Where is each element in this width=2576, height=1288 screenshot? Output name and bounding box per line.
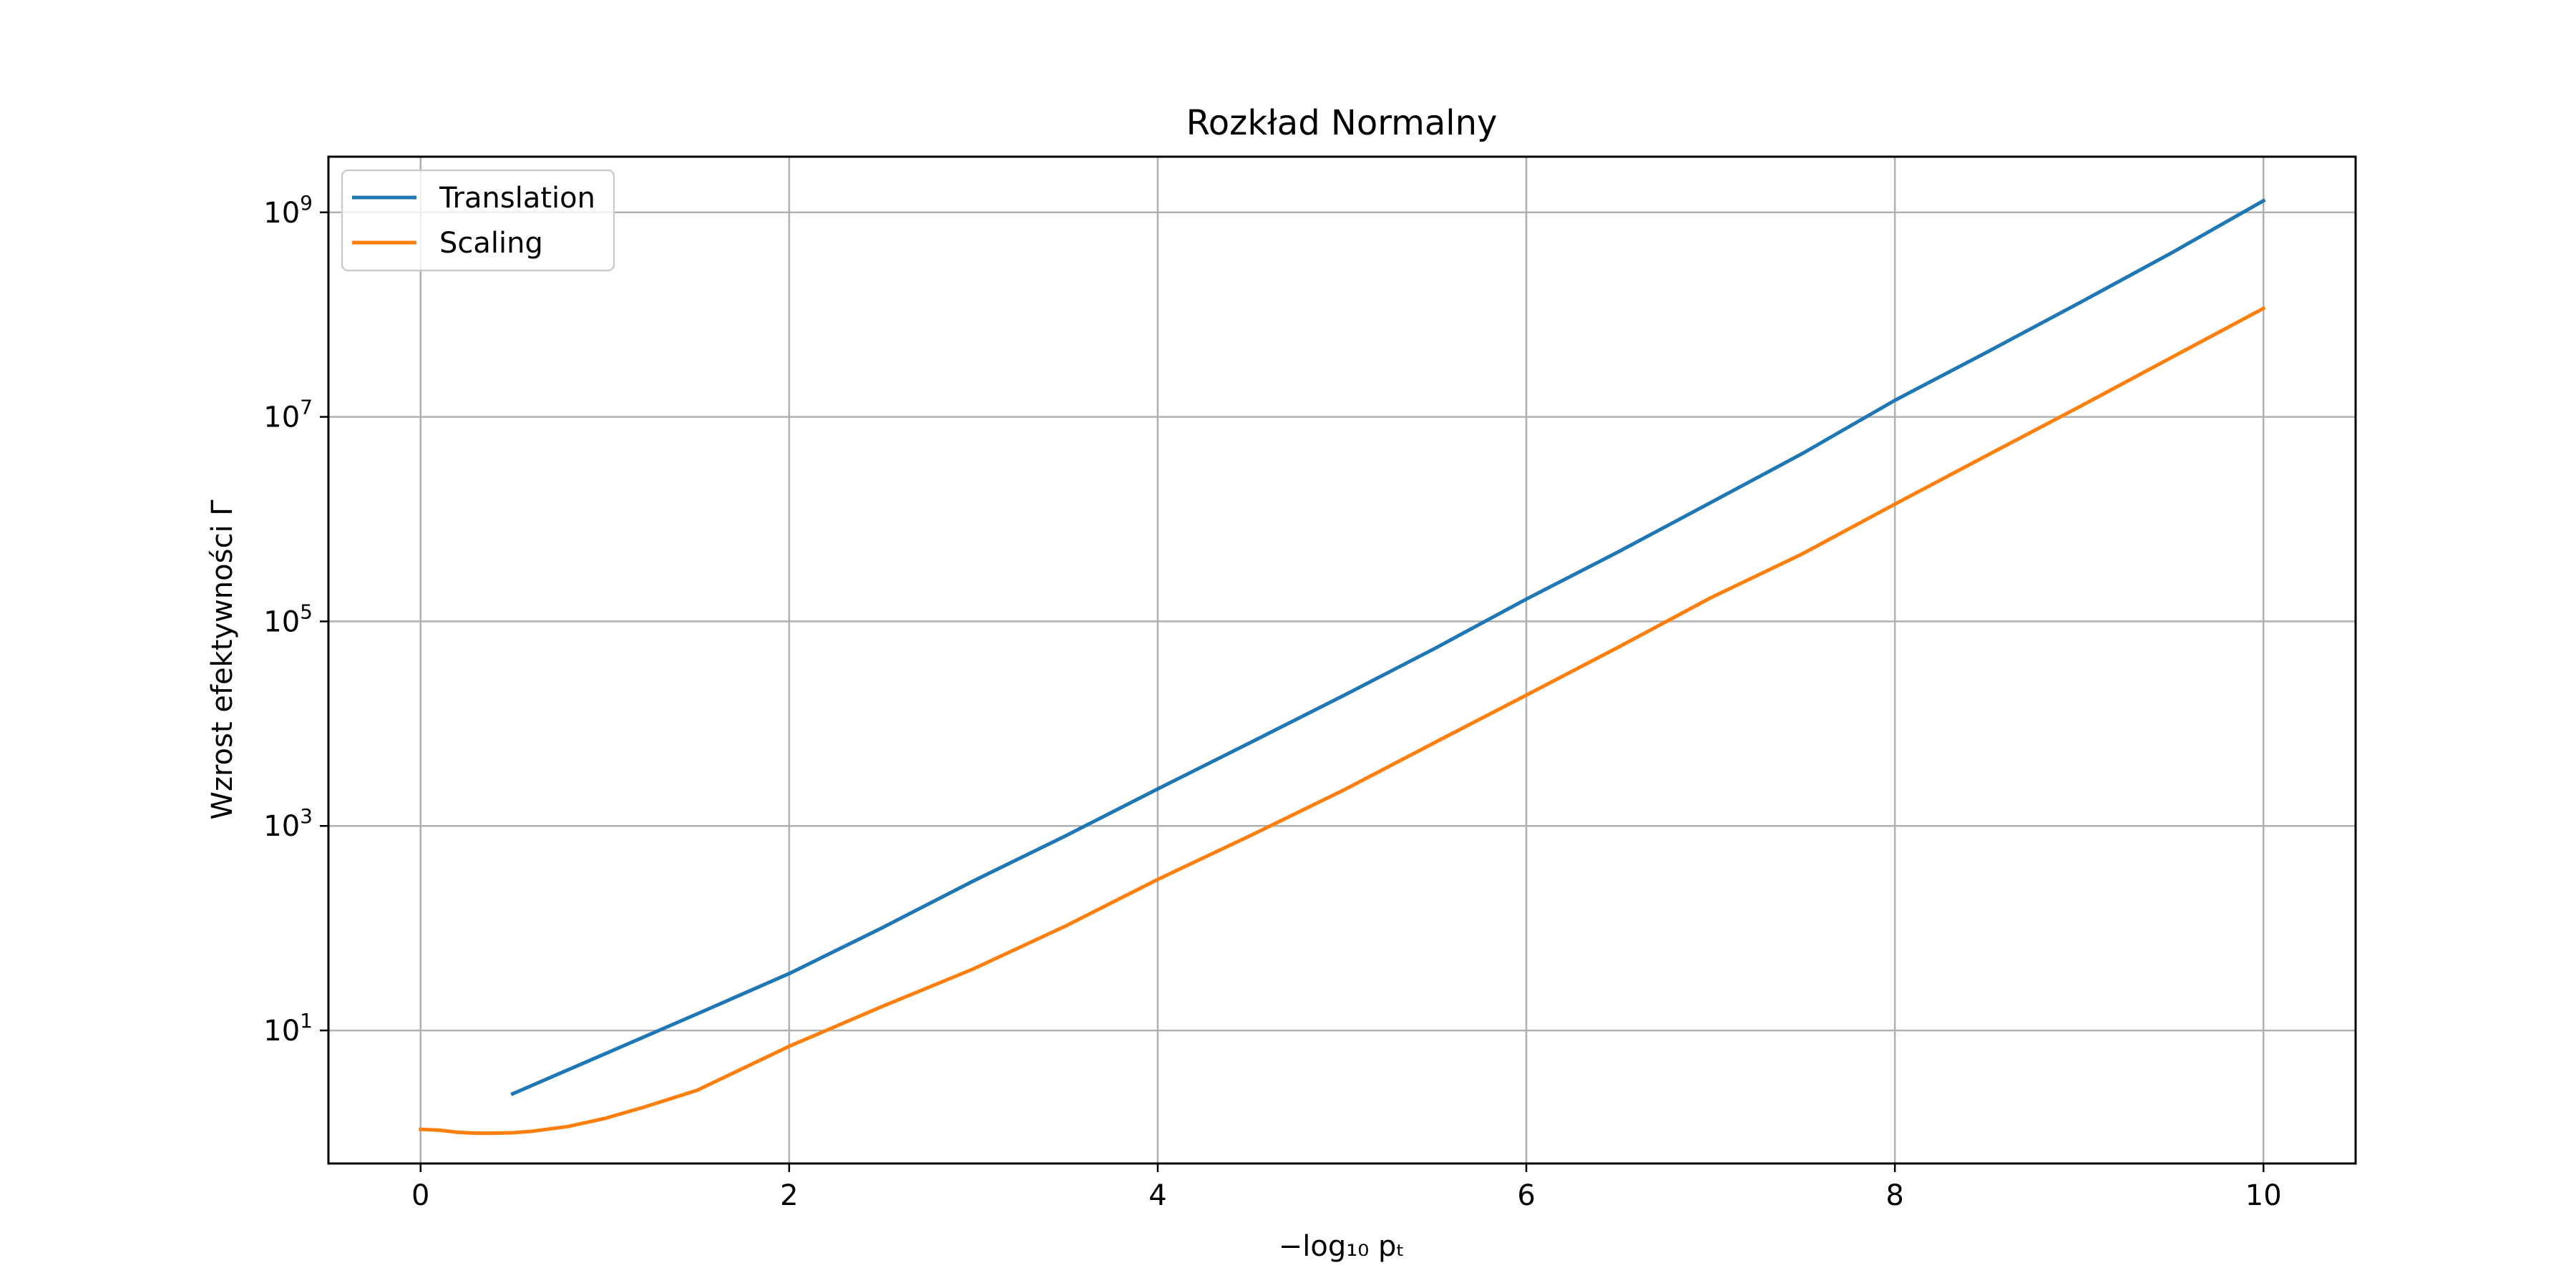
series-line-scaling: [419, 306, 2266, 1136]
legend-box: [341, 169, 615, 272]
x-tick-label: 4: [1148, 1179, 1166, 1212]
grid: [328, 157, 2356, 1163]
plot-area-frame: [327, 155, 2357, 1165]
plot-series: [419, 198, 2266, 1136]
x-axis-ticks: 0 2 4 6 8 10: [411, 1163, 2282, 1212]
legend-label-scaling: Scaling: [439, 227, 543, 260]
x-tick-label: 10: [2245, 1179, 2282, 1212]
legend-label-translation: Translation: [439, 182, 595, 215]
series-line-translation: [510, 198, 2266, 1096]
x-tick-label: 6: [1517, 1179, 1535, 1212]
legend: Translation Scaling: [341, 169, 615, 272]
x-axis-title: −log₁₀ pₜ: [1279, 1230, 1405, 1263]
y-axis-title: Wzrost efektywności Γ: [206, 499, 239, 820]
x-tick-label: 0: [411, 1179, 429, 1212]
x-tick-label: 2: [780, 1179, 798, 1212]
chart-title: Rozkład Normalny: [1186, 103, 1498, 143]
y-tick-label: 107: [263, 396, 313, 434]
x-tick-label: 8: [1885, 1179, 1903, 1212]
